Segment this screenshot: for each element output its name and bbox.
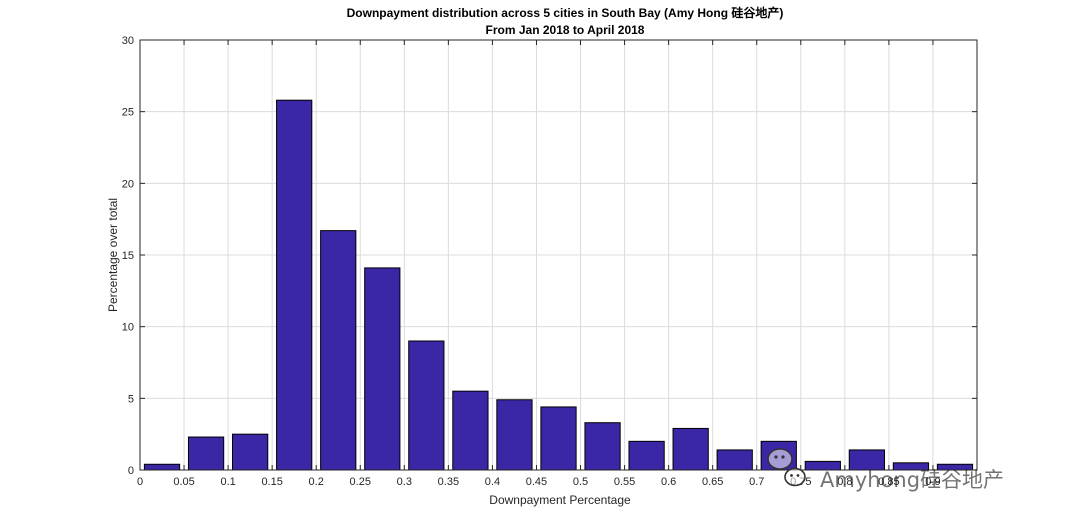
grid-lines: [139, 39, 977, 471]
y-tick-label: 30: [122, 35, 134, 47]
bar: [716, 449, 753, 471]
y-axis-label: Percentage over total: [106, 198, 120, 312]
x-axis-label: Downpayment Percentage: [489, 493, 631, 507]
wechat-icon: [767, 448, 806, 487]
x-tick-label: 0.6: [661, 476, 676, 488]
x-tick-label: 0.45: [526, 476, 547, 488]
x-tick-label: 0.9: [925, 476, 940, 488]
bar: [232, 433, 269, 471]
bar: [672, 427, 709, 471]
x-tick-label: 0.5: [573, 476, 588, 488]
x-tick-label: 0.35: [438, 476, 459, 488]
x-tick-label: 0.4: [485, 476, 500, 488]
x-tick-label: 0.25: [350, 476, 371, 488]
x-tick-label: 0.2: [309, 476, 324, 488]
x-tick-label: 0.1: [220, 476, 235, 488]
bar: [320, 230, 357, 471]
x-tick-label: 0.55: [614, 476, 635, 488]
bar: [496, 399, 533, 471]
x-tick-label: 0.15: [261, 476, 282, 488]
bar: [452, 390, 489, 471]
watermark: Amyhong硅谷地产: [767, 448, 1004, 492]
bar: [187, 436, 225, 471]
y-tick-label: 20: [122, 178, 134, 190]
bar: [540, 406, 577, 471]
x-tick-label: 0: [137, 476, 143, 488]
ticks: 0 0.05 0.1 0.15 0.2 0.25 0.3 0.35 0.4 0.45 0.5 0.55…: [122, 35, 977, 488]
bar: [408, 340, 445, 471]
x-tick-label: 0.05: [173, 476, 194, 488]
y-tick-label: 10: [122, 322, 134, 334]
chart-subtitle: From Jan 2018 to April 2018: [486, 23, 645, 37]
y-tick-label: 0: [128, 465, 134, 477]
y-tick-label: 25: [122, 107, 134, 119]
bars: [143, 99, 974, 471]
bar: [848, 449, 885, 471]
x-tick-label: 0.85: [878, 476, 899, 488]
y-tick-label: 15: [122, 250, 134, 262]
x-tick-label: 0.3: [397, 476, 412, 488]
bar: [628, 440, 665, 471]
x-tick-label: 0.65: [702, 476, 723, 488]
chart-title: Downpayment distribution across 5 cities…: [347, 5, 784, 20]
bar: [364, 267, 401, 471]
bar: [276, 99, 313, 471]
watermark-text: Amyhong硅谷地产: [820, 468, 1004, 492]
bar: [143, 463, 181, 471]
x-tick-label: 0.8: [837, 476, 852, 488]
y-tick-label: 5: [128, 393, 134, 405]
bar: [584, 422, 621, 471]
x-tick-label: 0.7: [749, 476, 764, 488]
